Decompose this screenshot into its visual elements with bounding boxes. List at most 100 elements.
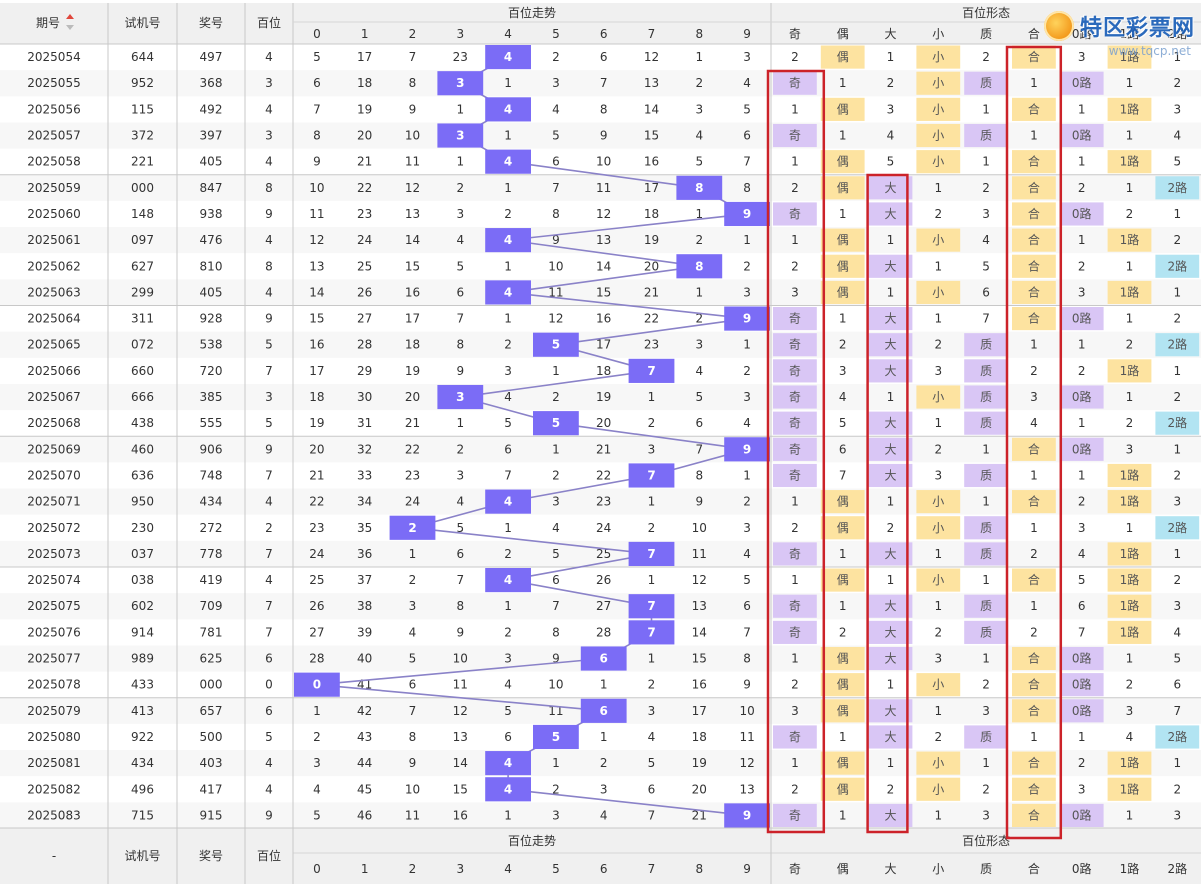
cell-form-2: 3 xyxy=(887,102,895,116)
cell-form-2: 1 xyxy=(887,50,895,64)
cell-miss-7: 3 xyxy=(648,442,656,456)
form-cell-bg xyxy=(868,437,913,461)
row-stripe xyxy=(0,279,1201,306)
cell-hundreds: 4 xyxy=(265,285,273,299)
form-cell-bg xyxy=(773,437,817,461)
cell-form-0: 3 xyxy=(791,285,799,299)
table-row: 2025063 299 405 4 14 26 16 6 11 15 21 1 3 3 偶 1 小 6 合 3 1路 1 xyxy=(0,279,1201,306)
cell-miss-7: 6 xyxy=(648,782,656,796)
cell-miss-3: 7 xyxy=(456,312,464,326)
trend-line xyxy=(316,56,750,817)
cell-miss-8: 7 xyxy=(695,442,703,456)
cell-form-4: 质 xyxy=(980,547,992,561)
cell-form-3: 小 xyxy=(932,782,944,796)
cell-form-6: 0路 xyxy=(1072,807,1092,822)
cell-form-8: 1 xyxy=(1173,207,1181,221)
header-period[interactable]: 期号 xyxy=(36,16,60,30)
cell-miss-2: 4 xyxy=(409,625,417,639)
cell-miss-6: 11 xyxy=(596,181,611,195)
cell-form-5: 合 xyxy=(1028,781,1040,796)
cell-miss-2: 9 xyxy=(409,102,417,116)
cell-miss-9: 3 xyxy=(743,285,751,299)
hit-ball xyxy=(485,489,531,514)
cell-hundreds: 5 xyxy=(265,338,273,352)
cell-form-6: 0路 xyxy=(1072,206,1092,221)
cell-form-8: 2路 xyxy=(1167,729,1187,744)
cell-trial: 434 xyxy=(131,756,154,770)
cell-form-5: 合 xyxy=(1028,572,1040,587)
cell-form-5: 合 xyxy=(1028,677,1040,692)
cell-miss-2: 17 xyxy=(405,312,420,326)
cell-trial: 644 xyxy=(131,50,154,64)
form-cell-bg xyxy=(916,45,961,69)
cell-form-1: 1 xyxy=(839,547,847,561)
form-cell-bg xyxy=(868,620,913,644)
cell-hundreds: 3 xyxy=(265,390,273,404)
cell-period: 2025058 xyxy=(27,155,80,169)
form-cell-bg xyxy=(1155,516,1200,540)
cell-miss-6: 4 xyxy=(600,808,608,822)
cell-form-5: 合 xyxy=(1028,232,1040,247)
form-cell-bg xyxy=(773,620,817,644)
form-cell-bg xyxy=(916,280,961,304)
sort-up-icon[interactable] xyxy=(66,14,74,19)
cell-miss-5: 2 xyxy=(552,390,560,404)
cell-form-4: 质 xyxy=(980,599,992,613)
sort-down-icon[interactable] xyxy=(66,25,74,30)
cell-miss-2: 1 xyxy=(409,547,417,561)
form-cell-bg xyxy=(916,150,961,174)
cell-miss-2: 7 xyxy=(409,704,417,718)
cell-miss-4: 6 xyxy=(504,442,512,456)
form-cell-bg xyxy=(868,725,913,749)
table-row: 2025068 438 555 5 19 31 21 1 5 20 2 6 4 奇 5 大 1 质 4 1 2 2路 xyxy=(27,411,1200,435)
form-cell-bg xyxy=(964,333,1008,357)
cell-hundreds: 5 xyxy=(265,416,273,430)
hit-ball xyxy=(628,463,675,488)
cell-form-3: 3 xyxy=(934,652,942,666)
form-cell-bg xyxy=(1012,202,1056,226)
cell-period: 2025072 xyxy=(27,521,80,535)
cell-miss-0: 1 xyxy=(313,704,321,718)
cell-miss-4: 1 xyxy=(504,599,512,613)
hit-ball xyxy=(485,280,531,305)
cell-miss-1: 24 xyxy=(357,233,372,247)
cell-miss-8: 3 xyxy=(695,102,703,116)
form-cell-bg xyxy=(868,307,913,331)
form-cell-bg xyxy=(1107,542,1152,566)
cell-miss-1: 40 xyxy=(357,652,372,666)
cell-form-2: 2 xyxy=(887,782,895,796)
cell-trial: 636 xyxy=(131,468,154,482)
cell-miss-9: 7 xyxy=(743,625,751,639)
cell-miss-3: 15 xyxy=(453,782,468,796)
cell-miss-1: 29 xyxy=(357,364,372,378)
cell-period: 2025070 xyxy=(27,468,80,482)
cell-form-7: 1路 xyxy=(1120,467,1140,482)
cell-form-0: 奇 xyxy=(789,808,801,822)
form-cell-bg xyxy=(1012,490,1056,514)
form-cell-bg xyxy=(820,699,865,723)
cell-miss-0: 21 xyxy=(309,468,324,482)
footer-form-0: 奇 xyxy=(789,862,801,876)
form-cell-bg xyxy=(773,202,817,226)
footer-trial: 试机号 xyxy=(124,848,160,863)
cell-miss-9: 9 xyxy=(743,678,751,692)
cell-form-5: 合 xyxy=(1028,284,1040,299)
cell-form-7: 1 xyxy=(1126,390,1134,404)
cell-miss-3: 10 xyxy=(453,652,468,666)
cell-miss-5: 8 xyxy=(552,625,560,639)
cell-form-0: 1 xyxy=(791,102,799,116)
cell-form-7: 1 xyxy=(1126,808,1134,822)
cell-form-5: 合 xyxy=(1028,311,1040,326)
cell-miss-8: 2 xyxy=(695,233,703,247)
cell-form-2: 1 xyxy=(887,390,895,404)
cell-trial: 952 xyxy=(131,76,154,90)
cell-form-6: 1 xyxy=(1078,416,1086,430)
cell-form-7: 1路 xyxy=(1120,284,1140,299)
cell-form-3: 3 xyxy=(934,364,942,378)
cell-form-6: 0路 xyxy=(1072,651,1092,666)
cell-form-2: 大 xyxy=(884,652,896,666)
cell-miss-2: 19 xyxy=(405,364,420,378)
cell-miss-6: 16 xyxy=(596,312,611,326)
hit-ball-number: 7 xyxy=(647,468,655,482)
form-cell-bg xyxy=(964,411,1008,435)
